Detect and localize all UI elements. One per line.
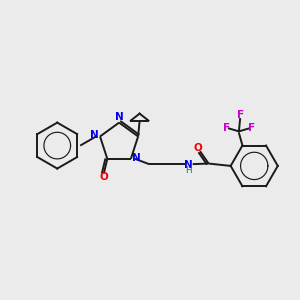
Text: F: F [248,123,255,133]
Text: H: H [185,166,192,175]
Text: N: N [132,153,140,163]
Text: F: F [236,110,244,120]
Text: N: N [115,112,124,122]
Text: O: O [99,172,108,182]
Text: N: N [184,160,193,170]
Text: O: O [194,142,203,153]
Text: N: N [90,130,99,140]
Text: F: F [223,123,230,133]
